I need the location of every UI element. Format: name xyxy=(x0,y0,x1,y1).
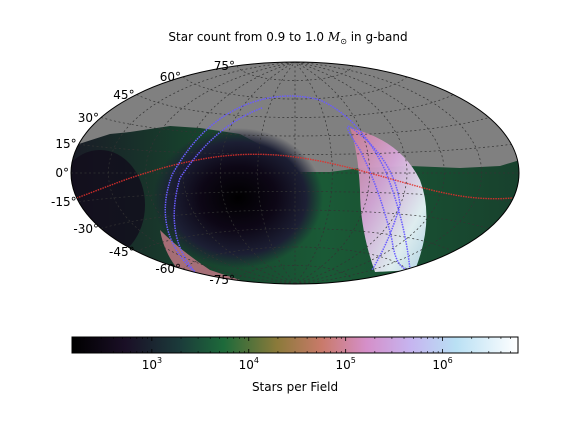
colorbar-tick-label: 103 xyxy=(141,356,163,372)
colorbar-ticks xyxy=(83,337,519,353)
graticule-meridian xyxy=(107,62,296,284)
graticule-meridian xyxy=(219,62,296,284)
latitude-label: -15° xyxy=(51,194,77,209)
colorbar-tick-label: 106 xyxy=(432,356,453,372)
latitude-label: -75° xyxy=(209,273,235,288)
latitude-label: 45° xyxy=(113,87,135,102)
map-outline xyxy=(70,61,520,285)
colorbar-tick-label: 104 xyxy=(238,356,259,372)
title-sun-subscript: ⊙ xyxy=(340,37,347,46)
graticule-parallel xyxy=(78,191,512,203)
title-suffix: in g-band xyxy=(346,30,408,44)
graticule-meridian xyxy=(182,62,296,284)
graticule-meridian xyxy=(294,62,408,284)
map-fill xyxy=(71,62,519,284)
colorbar-label: Stars per Field xyxy=(251,380,339,394)
latitude-label: 30° xyxy=(77,110,99,125)
colorbar-tick-label: 105 xyxy=(335,356,356,372)
chart-title: Star count from 0.9 to 1.0 M⊙ in g-band xyxy=(0,30,576,46)
latitude-label: -60° xyxy=(155,262,181,277)
graticule-parallel xyxy=(236,265,354,281)
latitude-label: 15° xyxy=(55,137,77,152)
galactic-plane-line-inner xyxy=(173,107,401,278)
graticule-meridian xyxy=(294,62,483,284)
title-mass-symbol: M xyxy=(327,30,341,44)
graticule-parallel xyxy=(136,94,454,118)
latitude-label: 75° xyxy=(213,58,235,73)
galactic-plane-line xyxy=(164,95,411,278)
title-prefix: Star count from 0.9 to 1.0 xyxy=(168,30,328,44)
graticule-meridian xyxy=(294,62,445,284)
latitude-label: 0° xyxy=(55,166,70,180)
graticule-parallel xyxy=(78,143,512,155)
colorbar xyxy=(71,336,519,354)
latitude-label: 60° xyxy=(159,69,181,84)
latitude-label: -45° xyxy=(109,244,135,259)
ecliptic-line xyxy=(76,153,514,200)
latitude-label: -30° xyxy=(73,221,99,236)
low-density-region xyxy=(153,128,323,268)
